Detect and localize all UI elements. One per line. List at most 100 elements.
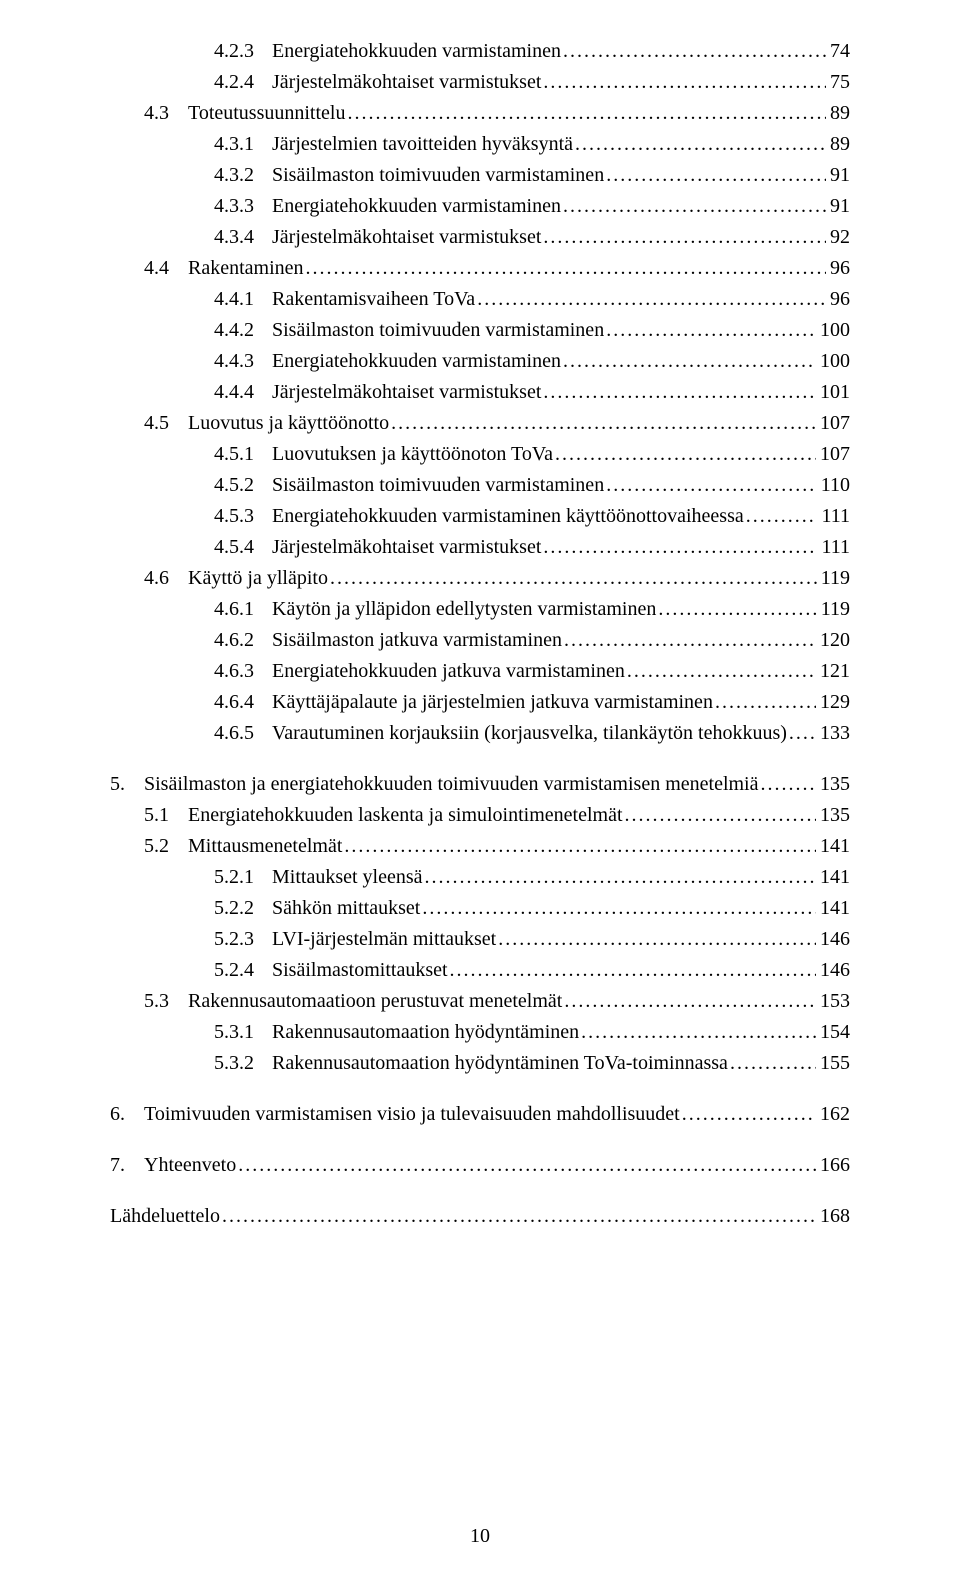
toc-entry-page: 100 <box>816 346 850 377</box>
toc-entry-title: Järjestelmien tavoitteiden hyväksyntä <box>272 129 575 160</box>
toc-entry-title: Sisäilmaston toimivuuden varmistaminen <box>272 160 606 191</box>
toc-entry-page: 74 <box>826 36 850 67</box>
toc-entry-page: 162 <box>816 1099 850 1130</box>
toc-entry-page: 100 <box>816 315 850 346</box>
toc-entry: 4.6.1Käytön ja ylläpidon edellytysten va… <box>110 594 850 625</box>
toc-leader-dots <box>543 532 817 563</box>
toc-entry: 4.5Luovutus ja käyttöönotto107 <box>110 408 850 439</box>
toc-entry-page: 91 <box>826 191 850 222</box>
toc-entry-number: 5.3.1 <box>214 1017 272 1048</box>
toc-leader-dots <box>658 594 816 625</box>
toc-entry-title: Lähdeluettelo <box>110 1201 222 1232</box>
toc-entry-page: 92 <box>826 222 850 253</box>
toc-leader-dots <box>746 501 818 532</box>
toc-entry: 4.2.4Järjestelmäkohtaiset varmistukset75 <box>110 67 850 98</box>
toc-entry-number: 5.2.2 <box>214 893 272 924</box>
toc-leader-dots <box>606 315 816 346</box>
toc-entry-page: 89 <box>826 129 850 160</box>
toc-entry-title: Käyttäjäpalaute ja järjestelmien jatkuva… <box>272 687 715 718</box>
toc-entry-page: 107 <box>816 408 850 439</box>
toc-leader-dots <box>477 284 826 315</box>
toc-entry: 4.4.2Sisäilmaston toimivuuden varmistami… <box>110 315 850 346</box>
toc-leader-dots <box>330 563 817 594</box>
toc-entry-number: 4.5 <box>144 408 188 439</box>
toc-entry-number: 5.3.2 <box>214 1048 272 1079</box>
toc-entry-title: Energiatehokkuuden varmistaminen <box>272 191 563 222</box>
toc-entry-number: 6. <box>110 1099 144 1130</box>
toc-entry-number: 5.2.1 <box>214 862 272 893</box>
toc-entry-title: Mittausmenetelmät <box>188 831 344 862</box>
toc-entry-title: Järjestelmäkohtaiset varmistukset <box>272 532 543 563</box>
toc-entry: 4.5.2Sisäilmaston toimivuuden varmistami… <box>110 470 850 501</box>
toc-entry-title: Rakennusautomaation hyödyntäminen ToVa-t… <box>272 1048 730 1079</box>
toc-leader-dots <box>498 924 816 955</box>
toc-entry-title: Sisäilmaston jatkuva varmistaminen <box>272 625 564 656</box>
toc-leader-dots <box>789 718 816 749</box>
toc-leader-dots <box>344 831 816 862</box>
toc-entry: 5.2.1Mittaukset yleensä141 <box>110 862 850 893</box>
toc-entry-page: 120 <box>816 625 850 656</box>
toc-entry: 5.2.3LVI-järjestelmän mittaukset146 <box>110 924 850 955</box>
toc-entry-title: Rakentaminen <box>188 253 306 284</box>
toc-entry-title: Sisäilmaston ja energiatehokkuuden toimi… <box>144 769 761 800</box>
toc-entry-title: Toteutussuunnittelu <box>188 98 347 129</box>
toc-leader-dots <box>715 687 816 718</box>
toc-entry-page: 96 <box>826 284 850 315</box>
page: 4.2.3Energiatehokkuuden varmistaminen744… <box>0 0 960 1596</box>
toc-entry-number: 4.2.4 <box>214 67 272 98</box>
toc-entry-number: 4.3 <box>144 98 188 129</box>
page-number: 10 <box>470 1525 490 1547</box>
toc-entry: 4.3.1Järjestelmien tavoitteiden hyväksyn… <box>110 129 850 160</box>
toc-entry: 4.3.4Järjestelmäkohtaiset varmistukset92 <box>110 222 850 253</box>
toc-leader-dots <box>422 893 816 924</box>
toc-entry: 5.2.4Sisäilmastomittaukset146 <box>110 955 850 986</box>
toc-entry-number: 4.6.5 <box>214 718 272 749</box>
toc-entry: 5.2Mittausmenetelmät141 <box>110 831 850 862</box>
toc-entry-number: 4.3.1 <box>214 129 272 160</box>
toc-leader-dots <box>450 955 816 986</box>
toc-entry: 4.4.3Energiatehokkuuden varmistaminen100 <box>110 346 850 377</box>
toc-entry: 4.6.2Sisäilmaston jatkuva varmistaminen1… <box>110 625 850 656</box>
toc-entry: 7.Yhteenveto 166 <box>110 1150 850 1181</box>
toc-entry-page: 119 <box>817 594 850 625</box>
toc-entry: 4.3.2Sisäilmaston toimivuuden varmistami… <box>110 160 850 191</box>
toc-entry-page: 111 <box>817 532 850 563</box>
toc-entry-title: Käytön ja ylläpidon edellytysten varmist… <box>272 594 658 625</box>
toc-entry-title: Rakennusautomaation hyödyntäminen <box>272 1017 581 1048</box>
toc-entry-title: Sähkön mittaukset <box>272 893 422 924</box>
toc-entry-number: 4.2.3 <box>214 36 272 67</box>
toc-entry-number: 4.3.4 <box>214 222 272 253</box>
toc-entry: 5.1Energiatehokkuuden laskenta ja simulo… <box>110 800 850 831</box>
toc-entry-title: Energiatehokkuuden jatkuva varmistaminen <box>272 656 627 687</box>
toc-entry-number: 7. <box>110 1150 144 1181</box>
toc-entry-number: 4.6.1 <box>214 594 272 625</box>
toc-entry-number: 4.4.2 <box>214 315 272 346</box>
toc-entry-page: 129 <box>816 687 850 718</box>
toc-entry-title: Yhteenveto <box>144 1150 238 1181</box>
toc-entry-page: 146 <box>816 955 850 986</box>
toc-leader-dots <box>606 160 826 191</box>
toc-entry-page: 101 <box>816 377 850 408</box>
toc-entry-number: 4.3.2 <box>214 160 272 191</box>
toc-entry-number: 4.3.3 <box>214 191 272 222</box>
toc-entry-number: 5.2.3 <box>214 924 272 955</box>
toc-entry: 5.3.1Rakennusautomaation hyödyntäminen15… <box>110 1017 850 1048</box>
toc-entry-title: Toimivuuden varmistamisen visio ja tulev… <box>144 1099 682 1130</box>
toc-entry-number: 4.5.3 <box>214 501 272 532</box>
toc-entry-number: 4.6 <box>144 563 188 594</box>
toc-leader-dots <box>563 346 816 377</box>
toc-entry-number: 5.2.4 <box>214 955 272 986</box>
toc-leader-dots <box>627 656 816 687</box>
toc-entry: 6.Toimivuuden varmistamisen visio ja tul… <box>110 1099 850 1130</box>
toc-entry: 4.6Käyttö ja ylläpito119 <box>110 563 850 594</box>
toc-entry-number: 5.1 <box>144 800 188 831</box>
toc-entry-page: 141 <box>816 862 850 893</box>
toc-entry-title: LVI-järjestelmän mittaukset <box>272 924 498 955</box>
toc-entry-page: 166 <box>816 1150 850 1181</box>
toc-entry-number: 5.3 <box>144 986 188 1017</box>
toc-entry-number: 4.6.3 <box>214 656 272 687</box>
toc-entry-title: Rakentamisvaiheen ToVa <box>272 284 477 315</box>
toc-leader-dots <box>563 191 826 222</box>
toc-entry: 4.6.5Varautuminen korjauksiin (korjausve… <box>110 718 850 749</box>
toc-leader-dots <box>730 1048 816 1079</box>
